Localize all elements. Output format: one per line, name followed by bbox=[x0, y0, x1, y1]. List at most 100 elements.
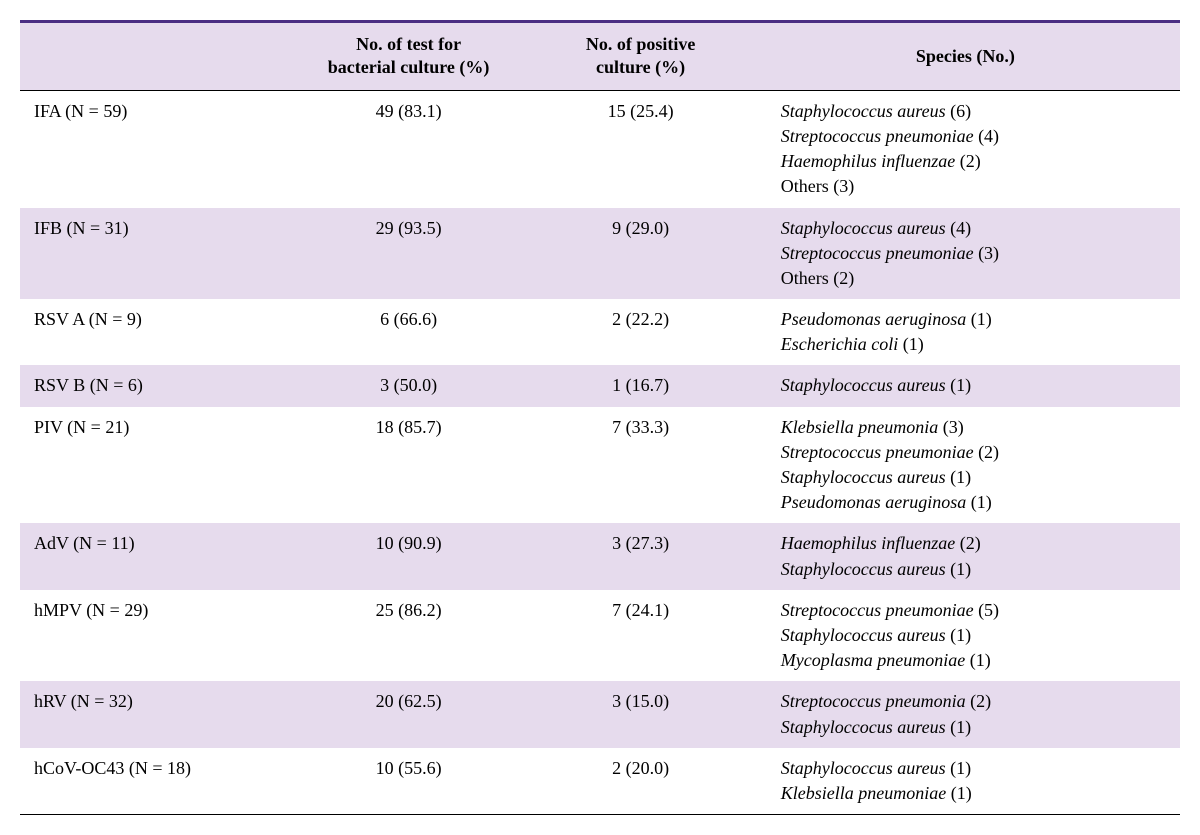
species-count: (1) bbox=[946, 717, 972, 737]
table-row: AdV (N = 11)10 (90.9)3 (27.3)Haemophilus… bbox=[20, 523, 1180, 589]
species-name: Klebsiella pneumonia bbox=[781, 417, 938, 437]
species-count: (1) bbox=[966, 309, 992, 329]
species-name: Others bbox=[781, 176, 829, 196]
species-count: (6) bbox=[946, 101, 972, 121]
cell-label: PIV (N = 21) bbox=[20, 407, 287, 524]
table-row: RSV A (N = 9)6 (66.6)2 (22.2)Pseudomonas… bbox=[20, 299, 1180, 365]
species-line: Staphylococcus aureus (4) bbox=[781, 216, 1172, 241]
species-count: (1) bbox=[966, 492, 992, 512]
species-name: Staphylococcus aureus bbox=[781, 218, 946, 238]
species-line: Streptococcus pneumonia (2) bbox=[781, 689, 1172, 714]
species-name: Escherichia coli bbox=[781, 334, 898, 354]
species-count: (1) bbox=[946, 559, 972, 579]
species-count: (2) bbox=[829, 268, 855, 288]
species-count: (1) bbox=[946, 758, 972, 778]
species-name: Pseudomonas aeruginosa bbox=[781, 309, 967, 329]
cell-species: Pseudomonas aeruginosa (1)Escherichia co… bbox=[751, 299, 1180, 365]
table-row: hRV (N = 32)20 (62.5)3 (15.0)Streptococc… bbox=[20, 681, 1180, 747]
cell-species: Staphylococcus aureus (1)Klebsiella pneu… bbox=[751, 748, 1180, 815]
species-line: Streptococcus pneumoniae (2) bbox=[781, 440, 1172, 465]
species-count: (4) bbox=[974, 126, 1000, 146]
cell-label: AdV (N = 11) bbox=[20, 523, 287, 589]
species-line: Escherichia coli (1) bbox=[781, 332, 1172, 357]
species-name: Staphylococcus aureus bbox=[781, 467, 946, 487]
species-line: Streptococcus pneumoniae (3) bbox=[781, 241, 1172, 266]
species-line: Streptococcus pneumoniae (5) bbox=[781, 598, 1172, 623]
table-row: RSV B (N = 6)3 (50.0)1 (16.7)Staphylococ… bbox=[20, 365, 1180, 406]
species-count: (2) bbox=[955, 533, 981, 553]
cell-label: IFB (N = 31) bbox=[20, 208, 287, 300]
cell-label: IFA (N = 59) bbox=[20, 90, 287, 207]
table-row: hCoV-OC43 (N = 18)10 (55.6)2 (20.0)Staph… bbox=[20, 748, 1180, 815]
species-count: (2) bbox=[955, 151, 981, 171]
species-name: Staphylococcus aureus bbox=[781, 625, 946, 645]
cell-label: hCoV-OC43 (N = 18) bbox=[20, 748, 287, 815]
species-name: Streptococcus pneumoniae bbox=[781, 442, 974, 462]
species-name: Others bbox=[781, 268, 829, 288]
species-name: Klebsiella pneumoniae bbox=[781, 783, 946, 803]
cell-species: Staphylococcus aureus (6)Streptococcus p… bbox=[751, 90, 1180, 207]
species-name: Streptococcus pneumonia bbox=[781, 691, 966, 711]
species-line: Others (2) bbox=[781, 266, 1172, 291]
cell-species: Streptococcus pneumoniae (5)Staphylococc… bbox=[751, 590, 1180, 682]
bacterial-culture-table: No. of test forbacterial culture (%) No.… bbox=[20, 20, 1180, 815]
species-name: Staphyloccocus aureus bbox=[781, 717, 946, 737]
species-name: Streptococcus pneumoniae bbox=[781, 243, 974, 263]
cell-tests: 29 (93.5) bbox=[287, 208, 531, 300]
species-count: (2) bbox=[974, 442, 1000, 462]
cell-tests: 49 (83.1) bbox=[287, 90, 531, 207]
species-name: Mycoplasma pneumoniae bbox=[781, 650, 965, 670]
species-name: Streptococcus pneumoniae bbox=[781, 126, 974, 146]
species-line: Staphylococcus aureus (1) bbox=[781, 623, 1172, 648]
species-name: Haemophilus influenzae bbox=[781, 151, 955, 171]
cell-label: hMPV (N = 29) bbox=[20, 590, 287, 682]
cell-positive: 3 (27.3) bbox=[530, 523, 750, 589]
species-line: Pseudomonas aeruginosa (1) bbox=[781, 490, 1172, 515]
cell-tests: 25 (86.2) bbox=[287, 590, 531, 682]
table-header: No. of test forbacterial culture (%) No.… bbox=[20, 22, 1180, 91]
table-row: IFB (N = 31)29 (93.5)9 (29.0)Staphylococ… bbox=[20, 208, 1180, 300]
species-line: Streptococcus pneumoniae (4) bbox=[781, 124, 1172, 149]
cell-positive: 15 (25.4) bbox=[530, 90, 750, 207]
cell-positive: 9 (29.0) bbox=[530, 208, 750, 300]
species-line: Staphylococcus aureus (1) bbox=[781, 465, 1172, 490]
cell-label: RSV A (N = 9) bbox=[20, 299, 287, 365]
species-name: Streptococcus pneumoniae bbox=[781, 600, 974, 620]
species-name: Haemophilus influenzae bbox=[781, 533, 955, 553]
cell-positive: 1 (16.7) bbox=[530, 365, 750, 406]
species-line: Klebsiella pneumonia (3) bbox=[781, 415, 1172, 440]
cell-species: Haemophilus influenzae (2) Staphylococcus… bbox=[751, 523, 1180, 589]
cell-label: RSV B (N = 6) bbox=[20, 365, 287, 406]
species-name: Pseudomonas aeruginosa bbox=[781, 492, 967, 512]
cell-positive: 2 (20.0) bbox=[530, 748, 750, 815]
cell-tests: 10 (90.9) bbox=[287, 523, 531, 589]
species-count: (3) bbox=[974, 243, 1000, 263]
species-count: (1) bbox=[946, 783, 972, 803]
cell-positive: 3 (15.0) bbox=[530, 681, 750, 747]
species-count: (1) bbox=[965, 650, 991, 670]
species-name: Staphylococcus aureus bbox=[781, 559, 946, 579]
species-line: Staphylococcus aureus (6) bbox=[781, 99, 1172, 124]
species-line: Haemophilus influenzae (2) bbox=[781, 149, 1172, 174]
species-line: Staphylococcus aureus (1) bbox=[781, 373, 1172, 398]
cell-tests: 20 (62.5) bbox=[287, 681, 531, 747]
cell-species: Staphylococcus aureus (4)Streptococcus p… bbox=[751, 208, 1180, 300]
cell-label: hRV (N = 32) bbox=[20, 681, 287, 747]
cell-species: Klebsiella pneumonia (3)Streptococcus pn… bbox=[751, 407, 1180, 524]
species-count: (1) bbox=[946, 375, 972, 395]
cell-tests: 18 (85.7) bbox=[287, 407, 531, 524]
bacterial-culture-table-wrap: No. of test forbacterial culture (%) No.… bbox=[20, 20, 1180, 815]
col-header-species: Species (No.) bbox=[751, 22, 1180, 91]
cell-species: Streptococcus pneumonia (2)Staphyloccocu… bbox=[751, 681, 1180, 747]
species-line: Pseudomonas aeruginosa (1) bbox=[781, 307, 1172, 332]
cell-positive: 2 (22.2) bbox=[530, 299, 750, 365]
table-body: IFA (N = 59)49 (83.1)15 (25.4)Staphyloco… bbox=[20, 90, 1180, 814]
col-header-label bbox=[20, 22, 287, 91]
species-line: Klebsiella pneumoniae (1) bbox=[781, 781, 1172, 806]
species-line: Mycoplasma pneumoniae (1) bbox=[781, 648, 1172, 673]
table-row: IFA (N = 59)49 (83.1)15 (25.4)Staphyloco… bbox=[20, 90, 1180, 207]
species-line: Staphyloccocus aureus (1) bbox=[781, 715, 1172, 740]
cell-species: Staphylococcus aureus (1) bbox=[751, 365, 1180, 406]
species-count: (1) bbox=[946, 467, 972, 487]
species-count: (4) bbox=[946, 218, 972, 238]
